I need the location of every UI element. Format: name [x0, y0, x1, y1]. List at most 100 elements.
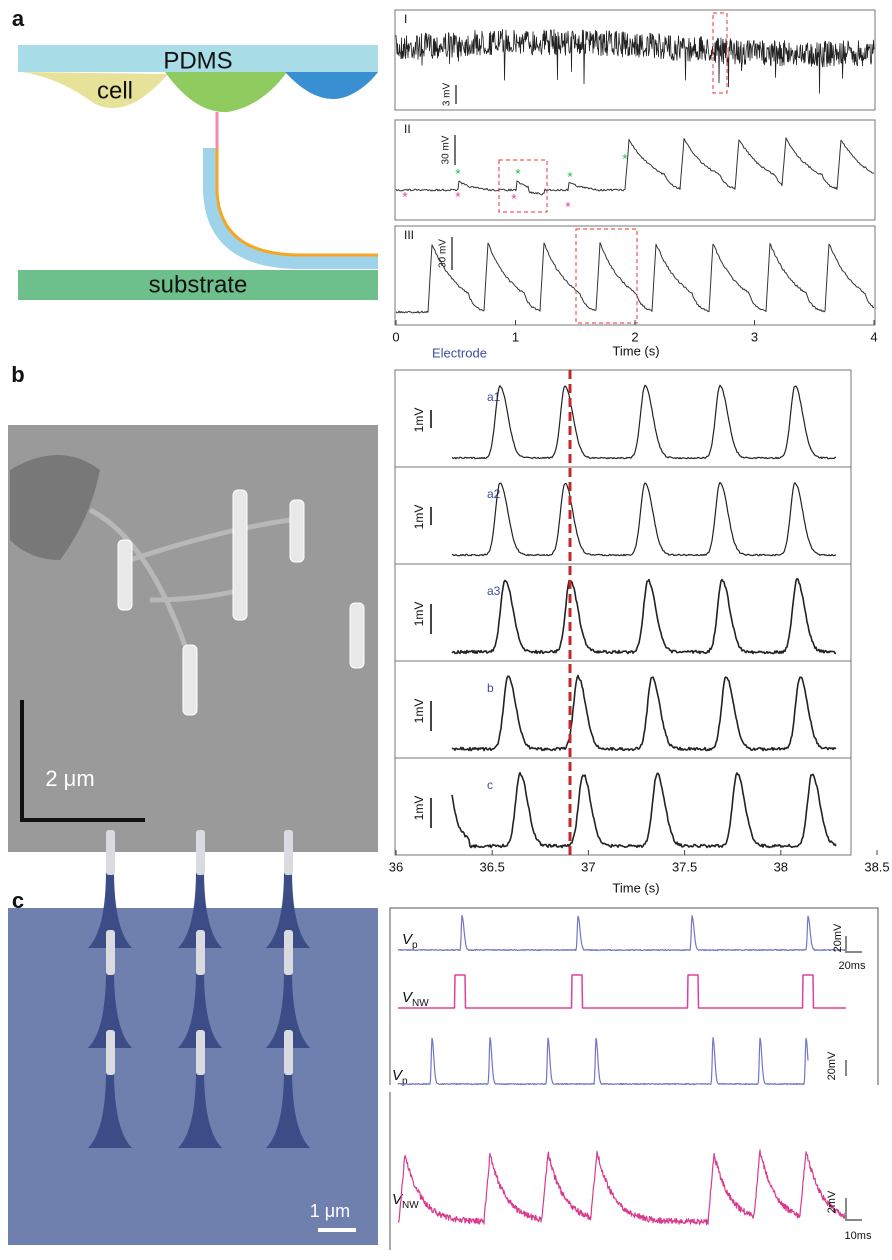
nanopillar: [196, 930, 205, 975]
marker: *: [515, 166, 521, 182]
nanopillar: [349, 602, 365, 669]
nanopillar-base: [266, 970, 310, 1048]
trace-subscript: NW: [412, 998, 429, 1009]
marker: *: [565, 199, 571, 215]
scale-bar: [845, 936, 862, 953]
scale-label: 30 mV: [441, 135, 452, 164]
x-tick-label: 37: [581, 859, 595, 874]
electrode: [203, 148, 378, 269]
neurite: [88, 507, 291, 661]
scale-label: 20mV: [826, 1051, 838, 1080]
marker: *: [622, 151, 628, 167]
electrode-coating: [215, 148, 378, 257]
trace-frame: [394, 119, 876, 221]
trace-subscript: NW: [402, 1200, 419, 1211]
diagram-label: substrate: [149, 271, 248, 298]
trace-symbol: V: [402, 931, 414, 948]
nanopillar: [284, 830, 293, 875]
nanopillar-base: [178, 1070, 222, 1148]
trace-label: a3: [487, 584, 501, 598]
x-tick-label: 0: [392, 329, 399, 344]
trace-symbol: V: [392, 1067, 404, 1084]
highlight: [712, 12, 728, 94]
scale-label: 10ms: [845, 1230, 872, 1242]
x-tick-label: 3: [751, 329, 758, 344]
panel-label: c: [12, 888, 24, 913]
marker: *: [511, 191, 517, 207]
marker: *: [455, 166, 461, 182]
nanopillar: [232, 489, 248, 621]
nanopillar: [196, 830, 205, 875]
scale-bar: [845, 1198, 862, 1221]
cell-green: [165, 72, 287, 113]
scale-label: 1mV: [412, 408, 426, 433]
nanopillar: [106, 930, 115, 975]
nanopillar-base: [178, 870, 222, 948]
trace: [451, 771, 837, 849]
scale-label: 2 μm: [45, 766, 94, 791]
marker: *: [567, 169, 573, 185]
trace-frame: [389, 907, 879, 1085]
x-axis-label: Time (s): [612, 343, 659, 358]
x-tick-label: 1: [512, 329, 519, 344]
trace-frame: [394, 369, 852, 856]
scale-label: 20mV: [832, 923, 844, 952]
nanopillar-base: [88, 1070, 132, 1148]
trace-label: Vp: [392, 1067, 408, 1087]
scale-label: 1mV: [412, 602, 426, 627]
x-tick-label: 37.5: [672, 859, 697, 874]
x-axis-label: Time (s): [612, 880, 659, 895]
trace-label: I: [404, 12, 407, 26]
trace: [451, 674, 837, 752]
highlight: [575, 228, 638, 324]
panel-label: a: [12, 6, 25, 31]
trace: [397, 915, 847, 952]
scale-label: 20ms: [839, 960, 866, 972]
nanopillar-base: [266, 870, 310, 948]
trace-subscript: p: [412, 940, 418, 951]
trace-label: II: [404, 122, 411, 136]
cell-yellow: [22, 72, 168, 109]
nanopillar: [289, 499, 305, 563]
trace: [451, 578, 836, 655]
diagram-label: PDMS: [163, 47, 232, 74]
heading: Electrode: [432, 345, 487, 360]
scale-label: 1mV: [412, 505, 426, 530]
nanopillar: [106, 830, 115, 875]
scale-label: 1 μm: [310, 1201, 350, 1221]
nanopillar: [117, 539, 133, 611]
nanopillar: [196, 1030, 205, 1075]
trace: [452, 481, 837, 557]
scale-label: 1mV: [412, 796, 426, 821]
diagram-label: cell: [97, 77, 133, 104]
trace: [395, 242, 875, 314]
sem-image: [8, 908, 378, 1245]
x-tick-label: 36.5: [480, 859, 505, 874]
nanopillar: [182, 644, 198, 716]
scale-bar: [20, 700, 145, 822]
nanopillar-base: [88, 970, 132, 1048]
x-tick-label: 38: [774, 859, 788, 874]
x-tick-label: 2: [631, 329, 638, 344]
marker: *: [402, 189, 408, 205]
trace-subscript: p: [402, 1076, 408, 1087]
nanopillar: [284, 1030, 293, 1075]
cell-body: [10, 455, 100, 560]
scale-label: 30 mV: [438, 239, 449, 268]
scale-label: 3 mV: [442, 83, 453, 107]
marker: *: [455, 189, 461, 205]
x-tick-label: 38.5: [864, 859, 889, 874]
nanopillar: [284, 930, 293, 975]
trace-label: c: [487, 778, 493, 792]
trace: [395, 137, 875, 196]
trace-frame: [394, 9, 876, 111]
scale-label: 1mV: [412, 699, 426, 724]
trace: [395, 29, 875, 94]
trace-label: b: [487, 681, 494, 695]
cell-blue: [285, 72, 378, 99]
x-tick-label: 4: [870, 329, 877, 344]
trace: [397, 1037, 809, 1086]
